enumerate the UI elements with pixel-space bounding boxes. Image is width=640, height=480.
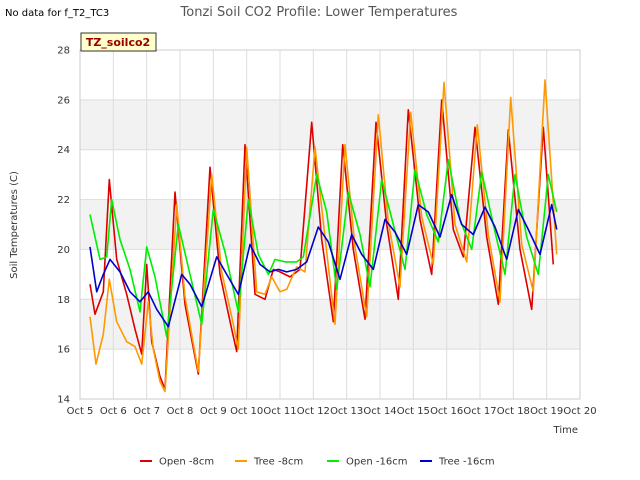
- x-tick-label: Oct 10: [230, 406, 263, 417]
- y-axis-ticks: 14 16 18 20 22 24 26 28: [57, 46, 70, 406]
- x-tick-label: Oct 6: [100, 406, 127, 417]
- series-lines: [89, 79, 558, 393]
- series-line-open-8cm: [89, 99, 555, 390]
- y-tick-label: 28: [57, 46, 70, 57]
- x-tick-label: Oct 13: [330, 406, 363, 417]
- x-tick-label: Oct 5: [67, 406, 94, 417]
- x-axis-label: Time: [553, 425, 578, 436]
- legend-label: Tree -8cm: [253, 457, 303, 468]
- y-tick-label: 18: [57, 295, 70, 306]
- x-tick-label: Oct 17: [463, 406, 496, 417]
- x-tick-label: Oct 16: [430, 406, 463, 417]
- x-tick-label: Oct 15: [397, 406, 430, 417]
- no-data-label: No data for f_T2_TC3: [5, 8, 110, 19]
- y-tick-label: 24: [57, 145, 70, 156]
- x-tick-label: Oct 11: [263, 406, 296, 417]
- x-tick-label: Oct 20: [563, 406, 596, 417]
- background-band: [80, 99, 580, 150]
- chart-title: Tonzi Soil CO2 Profile: Lower Temperatur…: [180, 5, 458, 20]
- y-axis-label: Soil Temperatures (C): [9, 171, 20, 279]
- site-label-background: [80, 32, 157, 52]
- legend-label: Open -8cm: [159, 457, 214, 468]
- x-tick-label: Oct 8: [167, 406, 194, 417]
- legend: Open -8cm Tree -8cm Open -16cm Tree -16cm: [140, 457, 495, 468]
- series-line-tree-8cm: [89, 79, 558, 393]
- series-line-tree-16cm: [89, 193, 558, 328]
- x-axis-ticks: Oct 5 Oct 6 Oct 7 Oct 8 Oct 9 Oct 10 Oct 11 Oct…: [67, 406, 597, 417]
- site-label: TZ_soilco2: [86, 36, 150, 49]
- y-tick-label: 16: [57, 345, 70, 356]
- plot-area: [79, 49, 581, 400]
- y-tick-label: 26: [57, 95, 70, 106]
- background-band: [80, 299, 580, 350]
- legend-label: Open -16cm: [346, 457, 407, 468]
- x-tick-label: Oct 12: [297, 406, 330, 417]
- site-label-box: TZ_soilco2: [80, 32, 157, 52]
- x-tick-label: Oct 14: [363, 406, 396, 417]
- y-tick-label: 22: [57, 195, 70, 206]
- y-tick-label: 14: [57, 395, 70, 406]
- legend-label: Tree -16cm: [438, 457, 495, 468]
- y-tick-label: 20: [57, 245, 70, 256]
- series-line-open-16cm: [89, 158, 558, 338]
- x-tick-label: Oct 19: [530, 406, 563, 417]
- x-tick-label: Oct 9: [200, 406, 227, 417]
- plot-background-bands: [80, 99, 580, 350]
- x-tick-label: Oct 18: [497, 406, 530, 417]
- x-tick-label: Oct 7: [133, 406, 160, 417]
